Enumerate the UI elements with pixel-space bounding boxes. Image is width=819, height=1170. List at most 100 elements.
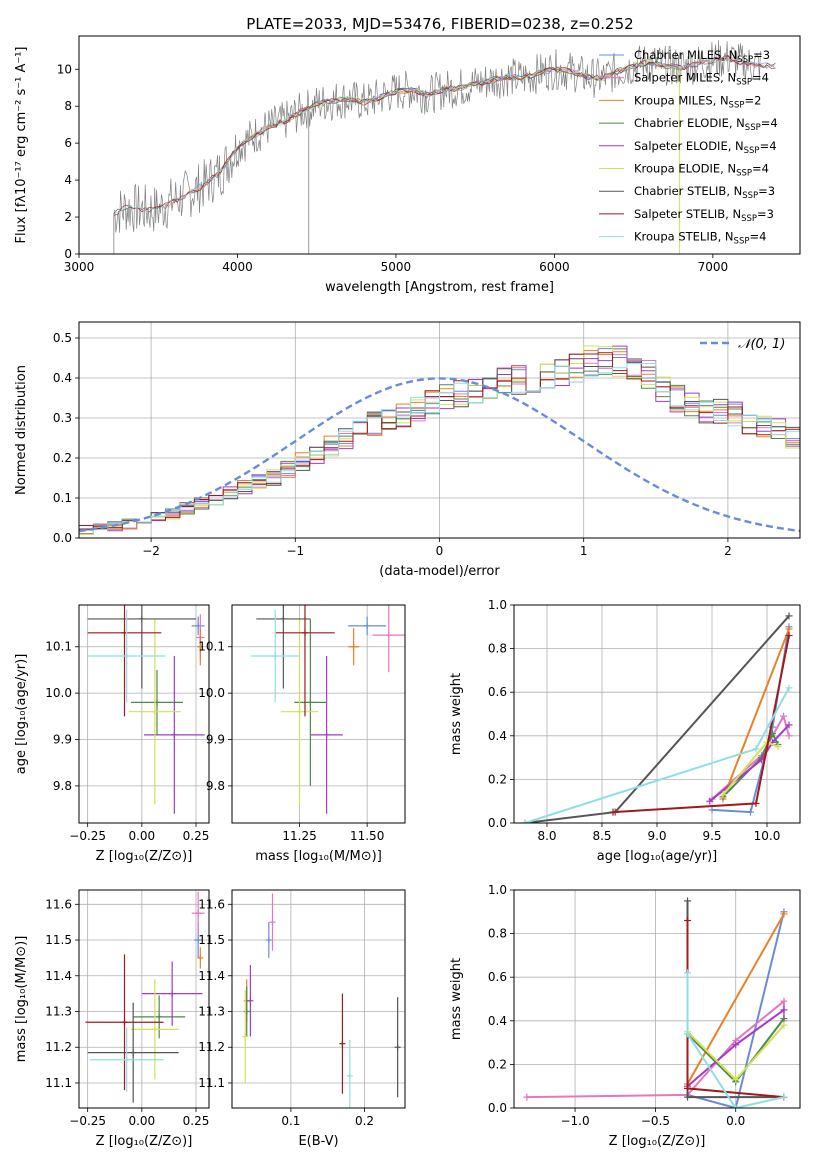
y-tick-label: 11.6 [198,897,225,911]
y-tick-label: 10.0 [198,686,225,700]
observed-spectrum [113,40,761,233]
errorbar-point-6 [87,1002,179,1103]
legend-label-text: Salpeter MILES, N [634,71,736,85]
legend-label-suffix: =4 [752,162,769,176]
y-tick-label: 0.0 [488,816,507,830]
errorbar-point-0 [348,616,387,636]
legend-label: Salpeter STELIB, NSSP=3 [634,207,774,224]
y-tick-label: 10.1 [45,640,72,654]
y-tick-label: 10 [57,62,72,76]
legend-label-subscript: SSP [741,214,757,224]
y-tick-label: 11.2 [45,1040,72,1054]
x-tick-label: 8.0 [537,829,556,843]
y-axis-label: mass weight [449,673,464,755]
x-tick-label: 0.2 [355,1114,374,1128]
errorbar-point-2 [197,628,204,666]
errorbar-point-2 [348,628,360,666]
y-tick-label: 9.9 [53,733,72,747]
x-tick-label: 5000 [381,260,412,274]
y-tick-label: 0.6 [488,970,507,984]
x-tick-label: 10.0 [754,829,781,843]
x-axis-label: Z [log₁₀(Z/Z⊙)] [96,849,193,864]
y-tick-label: 0.8 [488,642,507,656]
errorbar-point-4 [310,656,343,814]
plot-frame [231,889,406,1109]
errorbar-point-8 [87,609,166,703]
legend-label-suffix: =2 [744,93,761,107]
legend-histogram: 𝒩(0, 1) [700,337,785,352]
x-tick-label: 0.25 [183,829,210,843]
series-8 [684,969,788,1108]
plot-frame [513,604,801,824]
y-tick-label: 11.3 [198,1005,225,1019]
normal-reference-curve [79,377,800,533]
errorbar-point-1 [372,605,405,673]
y-tick-label: 11.2 [198,1040,225,1054]
legend-label-text: Kroupa ELODIE, N [634,162,736,176]
y-tick-label: 9.9 [206,733,225,747]
y-tick-label: 11.4 [198,969,225,983]
axes-mass-vs-Z: −0.25 0.00 0.25 11.1 11.2 11.3 11.4 11.5 11.6 Z [… [14,889,210,1149]
y-tick-label: 0.0 [53,531,72,545]
y-tick-label: 0.5 [53,331,72,345]
errorbar-point-8 [346,1040,353,1108]
x-tick-label: 0.0 [726,1114,745,1128]
y-axis-label: age [log₁₀(age/yr)] [14,654,29,775]
legend-label: Kroupa MILES, NSSP=2 [634,93,761,110]
legend-label-text: Salpeter STELIB, N [634,207,741,221]
legend-label-text: Kroupa STELIB, N [634,230,734,244]
x-axis-label: E(B-V) [298,1134,338,1149]
series-line [722,628,790,800]
legend-label-text: Salpeter ELODIE, N [634,139,744,153]
legend-label-text: Kroupa MILES, N [634,93,729,107]
legend-label: Salpeter MILES, NSSP=4 [634,71,769,88]
x-axis-label: mass [log₁₀(M/M⊙)] [255,849,382,864]
plot-area [514,604,800,824]
y-tick-label: 2 [64,210,72,224]
x-axis-label: (data-model)/error [379,564,500,579]
x-tick-label: −1.0 [560,1114,589,1128]
errorbar-point-4 [247,965,254,1037]
y-tick-label: 11.3 [45,1005,72,1019]
y-tick-label: 0.4 [488,729,507,743]
x-tick-label: 4000 [222,260,253,274]
y-axis-label: mass [log₁₀(M/M⊙)] [14,936,29,1063]
y-tick-label: 9.8 [53,779,72,793]
series-line [686,913,785,1085]
legend-label-subscript: SSP [744,146,760,156]
axes-age-vs-mass: 11.25 11.50 9.8 9.9 10.0 10.1 mass [log₁₀(M/M⊙… [198,604,406,864]
x-tick-label: 11.50 [350,829,384,843]
y-tick-label: 0.2 [53,451,72,465]
y-tick-label: 4 [64,173,72,187]
y-tick-label: 0.1 [53,491,72,505]
errorbar-point-5 [280,618,319,805]
y-tick-label: 1.0 [488,598,507,612]
errorbar-point-4 [141,961,203,1026]
y-tick-label: 11.1 [45,1076,72,1090]
x-axis-label: Z [log₁₀(Z/Z⊙)] [609,1134,706,1149]
x-tick-label: −1 [286,544,304,558]
errorbar-point-6 [256,605,311,689]
legend-label-subscript: SSP [745,123,761,133]
y-tick-label: 0.3 [53,411,72,425]
legend-label-suffix: =4 [760,139,777,153]
legend-label: Chabrier STELIB, NSSP=3 [634,184,775,201]
y-tick-label: 11.1 [198,1076,225,1090]
legend-label-subscript: SSP [734,237,750,247]
legend-label-suffix: =3 [753,48,770,62]
legend-label: 𝒩(0, 1) [738,337,785,352]
legend-label-suffix: =4 [761,116,778,130]
y-tick-label: 0.2 [488,1057,507,1071]
y-tick-label: 11.6 [45,897,72,911]
x-tick-label: 0.25 [183,1114,210,1128]
x-tick-label: 0.1 [281,1114,300,1128]
x-tick-label: −0.25 [69,1114,106,1128]
errorbar-point-8 [250,609,300,703]
errorbar-point-6 [394,997,401,1098]
axes-spectrum: 3000 4000 5000 6000 7000 0 2 4 6 8 10 wavelength [A… [14,35,801,295]
legend-label-suffix: =4 [752,71,769,85]
plot-area [232,890,405,1108]
series-line [687,911,785,1108]
x-tick-label: −0.5 [641,1114,670,1128]
